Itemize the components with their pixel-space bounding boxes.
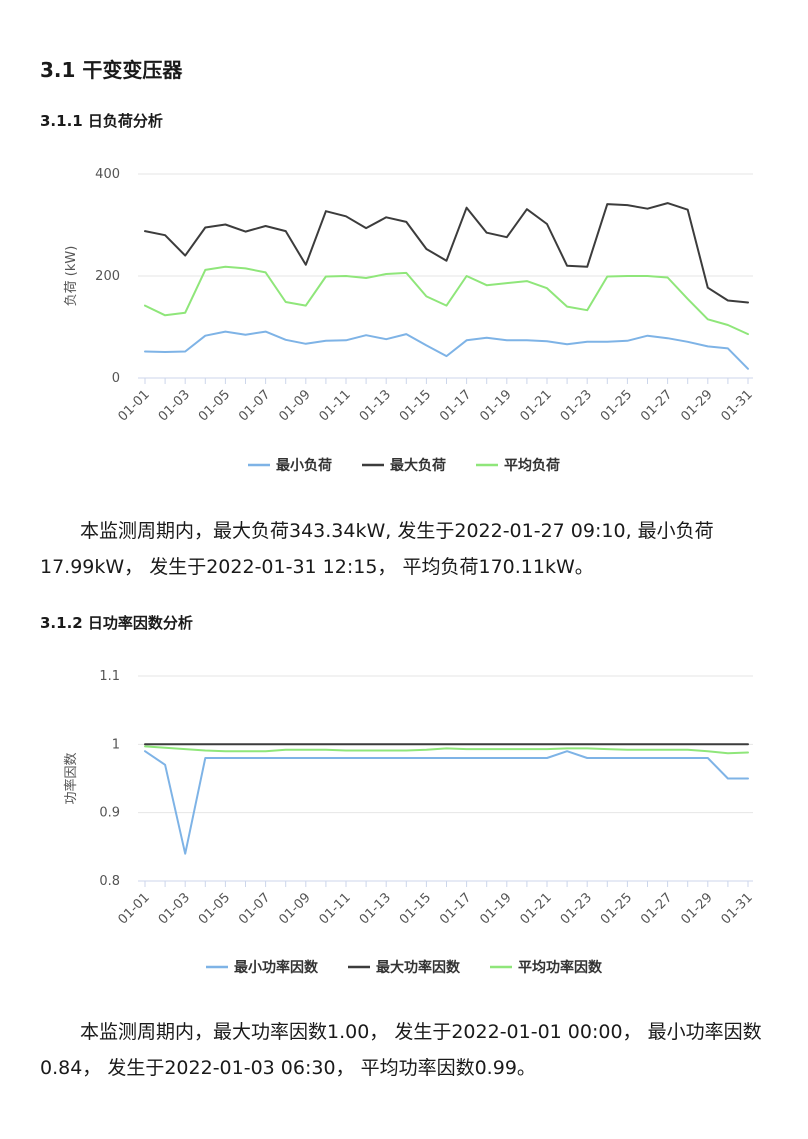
y-tick-label: 1 xyxy=(112,737,120,752)
x-tick-label: 01-29 xyxy=(678,387,715,424)
y-tick-label: 0.8 xyxy=(99,874,120,889)
x-tick-label: 01-25 xyxy=(598,890,635,927)
y-tick-label: 0.9 xyxy=(99,806,120,821)
x-tick-label: 01-01 xyxy=(116,387,153,424)
x-tick-label: 01-31 xyxy=(719,890,756,927)
x-tick-label: 01-17 xyxy=(437,890,474,927)
series-line-2 xyxy=(144,202,749,304)
x-tick-label: 01-23 xyxy=(558,387,595,424)
section-title: 3.1 干变变压器 xyxy=(40,58,183,82)
x-tick-label: 01-05 xyxy=(196,890,233,927)
x-tick-label: 01-15 xyxy=(397,387,434,424)
y-axis-label: 负荷 (kW) xyxy=(64,246,79,307)
legend-label-2: 最大功率因数 xyxy=(376,959,461,976)
x-tick-label: 01-03 xyxy=(156,890,193,927)
legend-label-3: 平均负荷 xyxy=(504,457,560,474)
legend-label-1: 最小负荷 xyxy=(276,457,332,474)
series-line-1 xyxy=(144,750,749,855)
x-tick-label: 01-13 xyxy=(357,890,394,927)
x-tick-label: 01-13 xyxy=(357,387,394,424)
x-tick-label: 01-09 xyxy=(276,890,313,927)
legend-label-1: 最小功率因数 xyxy=(234,959,319,976)
legend-label-3: 平均功率因数 xyxy=(518,959,603,976)
x-tick-label: 01-31 xyxy=(719,387,756,424)
x-tick-label: 01-29 xyxy=(678,890,715,927)
x-tick-label: 01-21 xyxy=(518,890,555,927)
x-tick-label: 01-07 xyxy=(236,387,273,424)
y-tick-label: 200 xyxy=(95,269,120,284)
series-line-3 xyxy=(144,745,749,755)
series-line-3 xyxy=(144,265,749,336)
x-tick-label: 01-23 xyxy=(558,890,595,927)
x-tick-label: 01-21 xyxy=(518,387,555,424)
x-tick-label: 01-05 xyxy=(196,387,233,424)
y-tick-label: 400 xyxy=(95,167,120,182)
x-tick-label: 01-09 xyxy=(276,387,313,424)
x-tick-label: 01-11 xyxy=(317,890,354,927)
series-line-1 xyxy=(144,330,749,370)
x-tick-label: 01-27 xyxy=(638,387,675,424)
y-tick-label: 1.1 xyxy=(99,669,120,684)
load-section-title: 3.1.1 日负荷分析 xyxy=(40,112,163,130)
x-tick-label: 01-19 xyxy=(477,387,514,424)
x-tick-label: 01-11 xyxy=(317,387,354,424)
x-tick-label: 01-01 xyxy=(116,890,153,927)
x-tick-label: 01-15 xyxy=(397,890,434,927)
x-tick-label: 01-07 xyxy=(236,890,273,927)
pf-summary: 本监测周期内，最大功率因数1.00， 发生于2022-01-01 00:00， … xyxy=(40,1021,762,1079)
y-axis-label: 功率因数 xyxy=(63,752,79,804)
legend-label-2: 最大负荷 xyxy=(390,457,446,474)
pf-section-title: 3.1.2 日功率因数分析 xyxy=(40,614,193,632)
load-summary: 本监测周期内，最大负荷343.34kW, 发生于2022-01-27 09:10… xyxy=(40,520,714,578)
x-tick-label: 01-19 xyxy=(477,890,514,927)
x-tick-label: 01-25 xyxy=(598,387,635,424)
x-tick-label: 01-03 xyxy=(156,387,193,424)
x-tick-label: 01-27 xyxy=(638,890,675,927)
x-tick-label: 01-17 xyxy=(437,387,474,424)
y-tick-label: 0 xyxy=(112,371,120,386)
